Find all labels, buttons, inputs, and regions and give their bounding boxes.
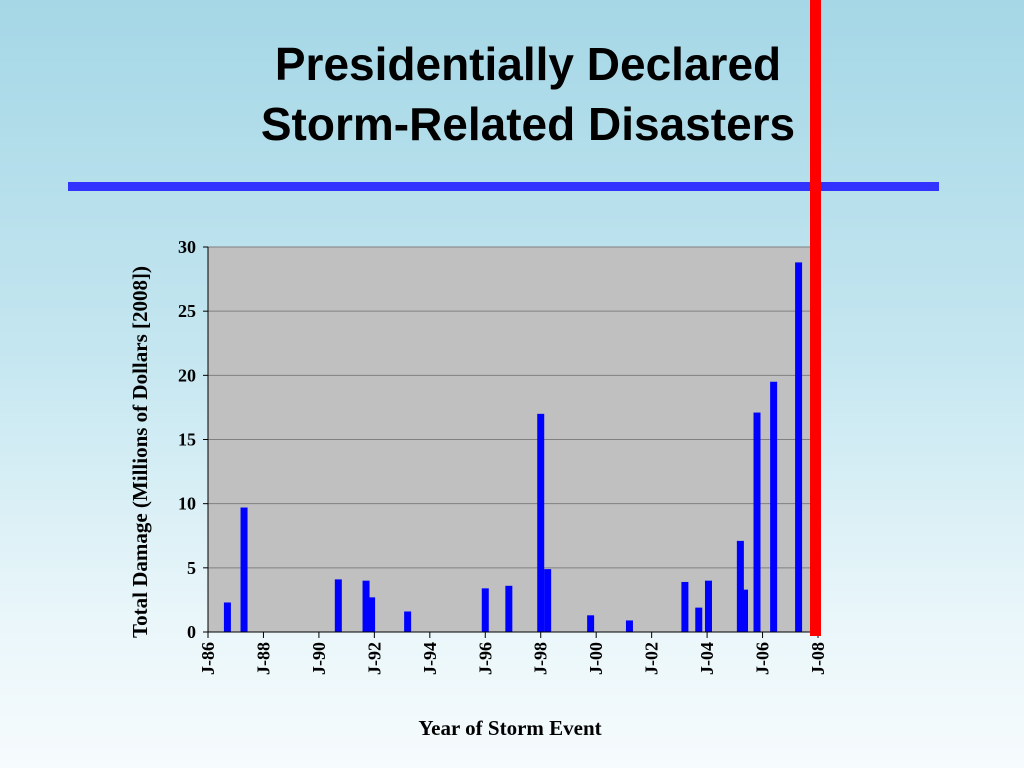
bar (334, 579, 342, 632)
bar (753, 412, 761, 632)
y-tick-label: 30 (178, 237, 196, 257)
y-tick-label: 20 (178, 365, 196, 385)
x-axis-title: Year of Storm Event (418, 716, 602, 740)
red-vertical-marker (810, 0, 821, 636)
title-underline-rule (68, 182, 939, 191)
bar (368, 597, 376, 632)
x-tick-label: J-06 (753, 642, 773, 675)
bar (625, 620, 633, 632)
x-tick-labels: J-86 J-88 J-90 J-92 J-94 J-96 J-98 J-00 J-02 J-04… (198, 632, 828, 675)
x-tick-label: J-00 (586, 642, 606, 675)
y-tick-label: 0 (187, 622, 196, 642)
bar (587, 615, 595, 632)
y-tick-label: 10 (178, 494, 196, 514)
slide-title-line-1: Presidentially Declared (274, 38, 782, 90)
bar (681, 581, 689, 632)
x-tick-label: J-08 (808, 642, 828, 675)
bar (770, 381, 778, 632)
x-tick-label: J-88 (253, 642, 273, 675)
y-tick-labels: 0 5 10 15 20 25 30 (178, 237, 208, 642)
bar (505, 585, 513, 632)
grid-lines (208, 246, 818, 569)
x-tick-label: J-04 (697, 642, 717, 675)
x-tick-label: J-02 (642, 642, 662, 675)
bar (544, 569, 552, 632)
bar (404, 611, 412, 632)
bar (704, 580, 712, 632)
bars (223, 262, 803, 632)
bar (695, 607, 703, 632)
bar (223, 602, 231, 632)
y-tick-label: 25 (178, 301, 196, 321)
x-tick-label: J-86 (198, 642, 218, 675)
x-tick-label: J-98 (531, 642, 551, 675)
y-tick-label: 15 (178, 430, 196, 450)
y-tick-label: 5 (187, 558, 196, 578)
bar (741, 589, 749, 632)
x-tick-label: J-90 (309, 642, 329, 675)
slide-title-line-2: Storm-Related Disasters (260, 98, 796, 150)
slide-title: Presidentially Declared Storm-Related Di… (0, 34, 1024, 154)
x-tick-label: J-96 (475, 642, 495, 675)
bar (736, 540, 744, 632)
bar (240, 507, 248, 632)
bar (795, 262, 803, 632)
bar (362, 580, 370, 632)
x-tick-label: J-94 (420, 642, 440, 675)
x-tick-label: J-92 (364, 642, 384, 675)
bar (537, 413, 545, 632)
bar (481, 588, 489, 632)
y-axis-title: Total Damage (Millions of Dollars [2008]… (128, 266, 152, 638)
